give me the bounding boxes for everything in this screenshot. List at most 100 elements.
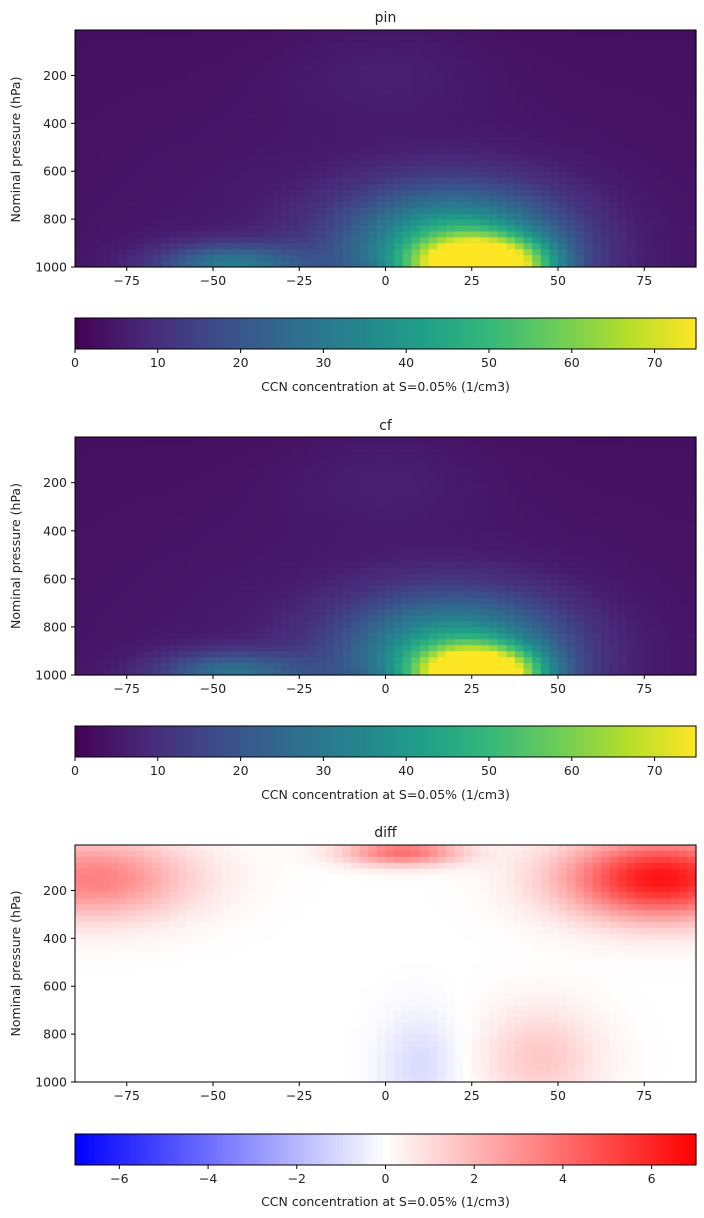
heatmap-cell <box>652 561 663 569</box>
heatmap-cell <box>342 556 352 563</box>
heatmap-cell <box>316 184 326 191</box>
heatmap-cell <box>368 47 378 55</box>
heatmap-cell <box>178 579 188 587</box>
heatmap-cell <box>118 35 128 43</box>
heatmap-cell <box>238 130 249 138</box>
heatmap-cell <box>385 508 395 515</box>
heatmap-cell <box>609 526 619 533</box>
heatmap-cell <box>230 65 240 73</box>
heatmap-cell <box>333 213 343 221</box>
heatmap-cell <box>566 573 576 581</box>
heatmap-cell <box>290 508 300 515</box>
heatmap-cell <box>195 243 205 250</box>
heatmap-cell <box>627 520 637 527</box>
heatmap-cell <box>264 41 274 49</box>
heatmap-cell <box>644 573 654 581</box>
heatmap-cell <box>420 490 430 498</box>
heatmap-cell <box>204 30 214 37</box>
heatmap-cell <box>282 442 292 450</box>
heatmap-cell <box>463 460 473 468</box>
heatmap-cell <box>83 243 93 250</box>
heatmap-cell <box>169 526 180 533</box>
heatmap-cell <box>661 47 671 55</box>
heatmap-cell <box>273 30 283 37</box>
heatmap-cell <box>506 107 516 114</box>
heatmap-cell <box>402 585 412 593</box>
heatmap-cell <box>592 442 602 450</box>
heatmap-cell <box>592 53 602 61</box>
heatmap-cell <box>420 107 430 114</box>
heatmap-cell <box>376 136 387 144</box>
heatmap-cell <box>351 47 361 55</box>
heatmap-cell <box>92 178 102 185</box>
heatmap-cell <box>307 95 318 102</box>
heatmap-cell <box>118 448 128 456</box>
heatmap-cell <box>118 237 128 244</box>
heatmap-cell <box>230 172 240 179</box>
heatmap-cell <box>445 496 456 504</box>
heatmap-cell <box>256 550 266 557</box>
heatmap-cell <box>342 172 352 179</box>
colorbar-segment <box>567 318 573 349</box>
heatmap-cell <box>618 59 628 67</box>
heatmap-cell <box>644 142 654 150</box>
heatmap-cell <box>195 95 205 102</box>
heatmap-cell <box>256 249 266 256</box>
heatmap-cell <box>316 255 326 262</box>
heatmap-cell <box>445 460 456 468</box>
heatmap-cell <box>618 71 628 78</box>
heatmap-cell <box>195 118 205 126</box>
heatmap-cell <box>359 207 369 215</box>
heatmap-cell <box>359 47 369 55</box>
heatmap-cell <box>221 225 231 233</box>
heatmap-cell <box>523 178 533 185</box>
heatmap-cell <box>592 172 602 179</box>
heatmap-cell <box>135 172 145 179</box>
heatmap-cell <box>601 59 611 67</box>
heatmap-cell <box>575 496 585 504</box>
heatmap-cell <box>609 466 619 474</box>
heatmap-cell <box>290 243 300 250</box>
heatmap-cell <box>213 544 223 551</box>
heatmap-cell <box>540 53 550 61</box>
colorbar-segment <box>606 318 612 349</box>
heatmap-cell <box>118 112 128 120</box>
heatmap-cell <box>497 484 507 492</box>
heatmap-cell <box>532 154 542 161</box>
heatmap-cell <box>144 573 154 581</box>
heatmap-cell <box>687 550 697 557</box>
heatmap-cell <box>152 544 162 551</box>
heatmap-cell <box>609 219 619 227</box>
heatmap-cell <box>549 538 559 545</box>
heatmap-cell <box>169 53 180 61</box>
heatmap-cell <box>489 160 499 167</box>
heatmap-cell <box>307 261 318 268</box>
heatmap-cell <box>592 231 602 238</box>
heatmap-cell <box>609 59 619 67</box>
heatmap-cell <box>644 508 654 515</box>
heatmap-cell <box>100 130 111 138</box>
heatmap-cell <box>558 484 568 492</box>
heatmap-cell <box>471 77 481 84</box>
heatmap-cell <box>428 71 438 78</box>
heatmap-cell <box>213 83 223 90</box>
heatmap-cell <box>532 53 542 61</box>
heatmap-cell <box>368 243 378 250</box>
heatmap-cell <box>290 442 300 450</box>
heatmap-cell <box>609 65 619 73</box>
heatmap-cell <box>282 172 292 179</box>
heatmap-cell <box>523 544 533 551</box>
heatmap-cell <box>670 520 680 527</box>
heatmap-cell <box>609 472 619 480</box>
heatmap-cell <box>644 484 654 492</box>
heatmap-cell <box>644 478 654 486</box>
heatmap-cell <box>566 472 576 480</box>
heatmap-cell <box>411 201 421 209</box>
heatmap-cell <box>627 95 637 102</box>
heatmap-cell <box>195 472 205 480</box>
heatmap-cell <box>601 237 611 244</box>
heatmap-cell <box>575 556 585 563</box>
heatmap-cell <box>178 213 188 221</box>
heatmap-cell <box>92 573 102 581</box>
heatmap-cell <box>644 83 654 90</box>
